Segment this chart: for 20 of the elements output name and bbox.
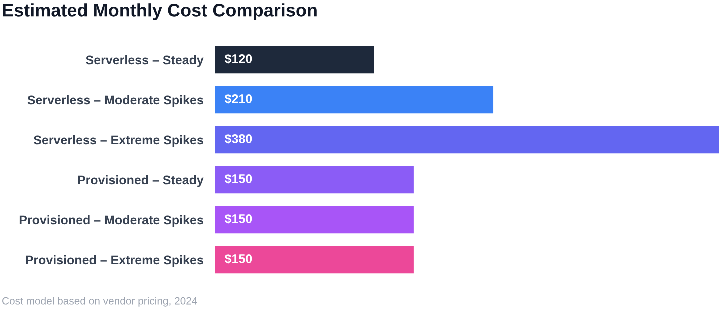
y-tick-label: Serverless – Moderate Spikes [28,95,204,108]
bar [215,86,494,114]
bar [215,246,414,274]
chart-title: Estimated Monthly Cost Comparison [3,4,317,20]
bar [215,126,719,154]
bar [215,206,414,234]
y-tick-label: Provisioned – Steady [78,175,204,188]
data-label: $150 [224,174,252,184]
data-label: $380 [224,134,252,144]
data-label: $150 [224,254,252,264]
data-label: $210 [224,94,252,104]
y-tick-label: Provisioned – Moderate Spikes [20,215,204,228]
y-tick-label: Serverless – Steady [86,55,204,68]
y-tick-label: Provisioned – Extreme Spikes [26,255,204,268]
bar [215,46,374,74]
data-label: $120 [224,54,252,64]
data-label: $150 [224,214,252,224]
text: Cost model based on vendor pricing, 2024 [2,297,198,307]
y-tick-label: Serverless – Extreme Spikes [34,135,204,148]
bar [215,166,414,194]
